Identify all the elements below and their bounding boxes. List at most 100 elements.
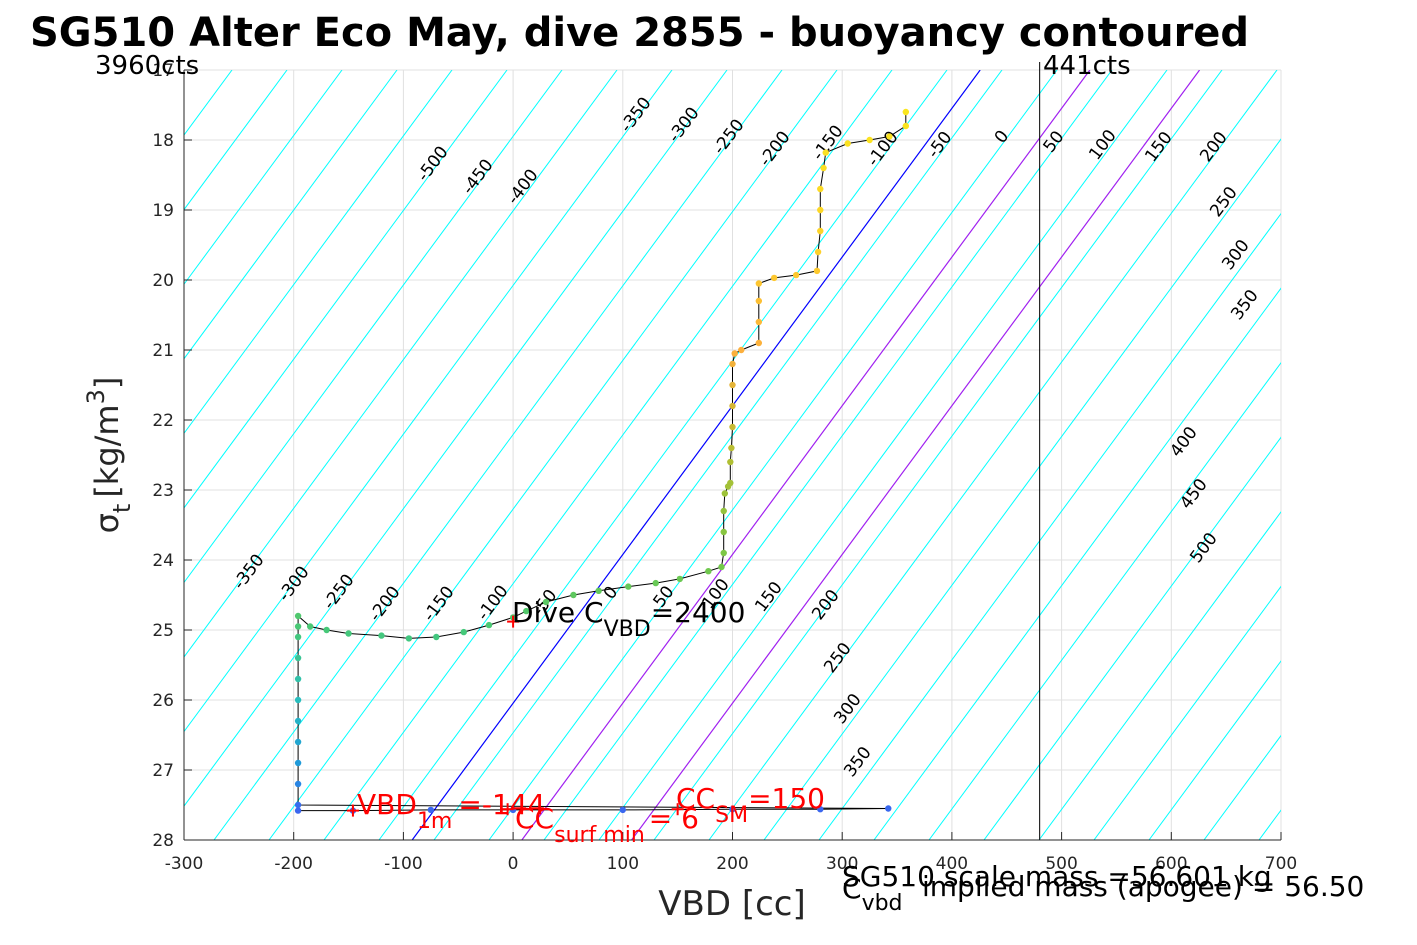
svg-text:σt[kg/m3]: σt [kg/m3] bbox=[82, 377, 136, 534]
profile-point bbox=[817, 206, 824, 214]
contour-line bbox=[543, 70, 1113, 840]
y-tick-label: 24 bbox=[152, 551, 174, 571]
contour-line bbox=[184, 70, 508, 509]
profile-point bbox=[378, 632, 385, 639]
profile-point bbox=[817, 227, 824, 235]
x-tick-label: 0 bbox=[508, 854, 519, 874]
profile-point bbox=[294, 654, 302, 662]
implied-mass-annotation: implied mass (apogee) = 56.50 bbox=[922, 870, 1364, 903]
contour-line bbox=[1258, 809, 1281, 840]
profile-point bbox=[676, 575, 684, 583]
contour-line bbox=[184, 70, 453, 435]
profile-point bbox=[729, 806, 736, 813]
contour-line bbox=[1148, 660, 1281, 840]
x-tick-label: -200 bbox=[274, 854, 313, 874]
profile-point bbox=[306, 623, 314, 630]
profile-point bbox=[427, 806, 435, 814]
magenta-reference-line bbox=[631, 70, 1201, 840]
contour-line bbox=[983, 436, 1281, 840]
profile-point bbox=[729, 381, 736, 389]
profile-point bbox=[770, 274, 778, 282]
contour-line bbox=[1314, 70, 1417, 840]
profile-point bbox=[792, 271, 800, 279]
profile-point bbox=[814, 248, 822, 256]
contour-line bbox=[708, 70, 1278, 840]
y-tick-label: 25 bbox=[152, 621, 174, 641]
contour-line bbox=[184, 70, 288, 211]
profile-point bbox=[718, 563, 725, 571]
profile-point bbox=[822, 149, 829, 156]
profile-point bbox=[595, 587, 602, 594]
ccsm-main: CC bbox=[676, 782, 715, 815]
profile-point bbox=[294, 612, 302, 620]
x-tick-label: 700 bbox=[1265, 854, 1297, 874]
contour-line bbox=[184, 70, 398, 360]
contour-line bbox=[763, 138, 1281, 840]
contour-line bbox=[818, 212, 1281, 840]
y-tick-label: 20 bbox=[152, 271, 174, 291]
profile-point bbox=[294, 623, 302, 630]
profile-point bbox=[619, 806, 626, 814]
profile-point bbox=[729, 402, 736, 410]
contour-line bbox=[268, 70, 838, 840]
x-tick-label: 200 bbox=[716, 854, 748, 874]
x-tick-label: -300 bbox=[165, 854, 204, 874]
y-tick-label: 21 bbox=[152, 341, 174, 361]
profile-point bbox=[721, 490, 729, 497]
profile-point bbox=[902, 122, 910, 130]
profile-point bbox=[405, 635, 413, 642]
contour-line bbox=[184, 70, 343, 286]
ccsurf-sub: surf min bbox=[554, 823, 645, 848]
ccsurf-val: = 6 bbox=[649, 802, 699, 835]
profile-point bbox=[720, 549, 727, 557]
profile-point bbox=[817, 185, 824, 193]
dive-cvbd-main: Dive C bbox=[512, 596, 604, 629]
contour-line bbox=[184, 70, 618, 658]
y-tick-label: 18 bbox=[152, 131, 174, 151]
chart-title: SG510 Alter Eco May, dive 2855 - buoyanc… bbox=[30, 10, 1249, 56]
cvbd-main: C bbox=[842, 872, 862, 905]
buoyancy-contours bbox=[0, 70, 1417, 840]
profile-point bbox=[729, 360, 736, 368]
profile-point bbox=[727, 479, 734, 487]
vbd1m-val: =-144 bbox=[458, 788, 545, 821]
profile-point bbox=[813, 267, 821, 275]
profile-point bbox=[866, 136, 873, 144]
profile-point bbox=[460, 628, 467, 636]
profile-point bbox=[433, 633, 440, 641]
contour-line bbox=[378, 70, 948, 840]
contour-line bbox=[873, 287, 1281, 840]
x-tick-label: 300 bbox=[826, 854, 858, 874]
contour-line bbox=[0, 70, 67, 840]
profile-point bbox=[902, 108, 910, 116]
profile-point bbox=[728, 444, 735, 452]
profile-point bbox=[294, 675, 302, 683]
y-tick-label: 23 bbox=[152, 481, 174, 501]
ccsm-sub: SM bbox=[715, 803, 748, 828]
contour-line bbox=[0, 70, 12, 840]
x-tick-label: 100 bbox=[607, 854, 639, 874]
profile-point bbox=[729, 423, 736, 431]
y-label-close: ] bbox=[88, 377, 126, 389]
y-label-sigma: σ bbox=[88, 513, 126, 533]
contour-line bbox=[598, 70, 1168, 840]
y-tick-label: 27 bbox=[152, 761, 174, 781]
contour-line bbox=[433, 70, 1003, 840]
y-label-exp: 3 bbox=[82, 389, 110, 404]
x-tick-label: 500 bbox=[1045, 854, 1077, 874]
ccsm-val: =150 bbox=[748, 782, 825, 815]
profile-point bbox=[738, 346, 745, 354]
profile-point bbox=[294, 696, 302, 704]
profile-points bbox=[294, 108, 910, 814]
profile-point bbox=[652, 579, 659, 587]
scale-mass-annotation: SG510 scale mass =56.601 kg bbox=[842, 860, 1272, 893]
profile-point bbox=[523, 607, 530, 615]
profile-point bbox=[485, 621, 493, 629]
profile-point bbox=[820, 164, 827, 172]
profile-point bbox=[844, 140, 851, 147]
red-markers bbox=[346, 615, 684, 817]
vbd1m-annotation: VBD1m=-144 bbox=[357, 788, 545, 834]
x-tick-label: 400 bbox=[936, 854, 968, 874]
y-tick-label: 22 bbox=[152, 411, 174, 431]
y-tick-label: 17 bbox=[152, 61, 174, 81]
